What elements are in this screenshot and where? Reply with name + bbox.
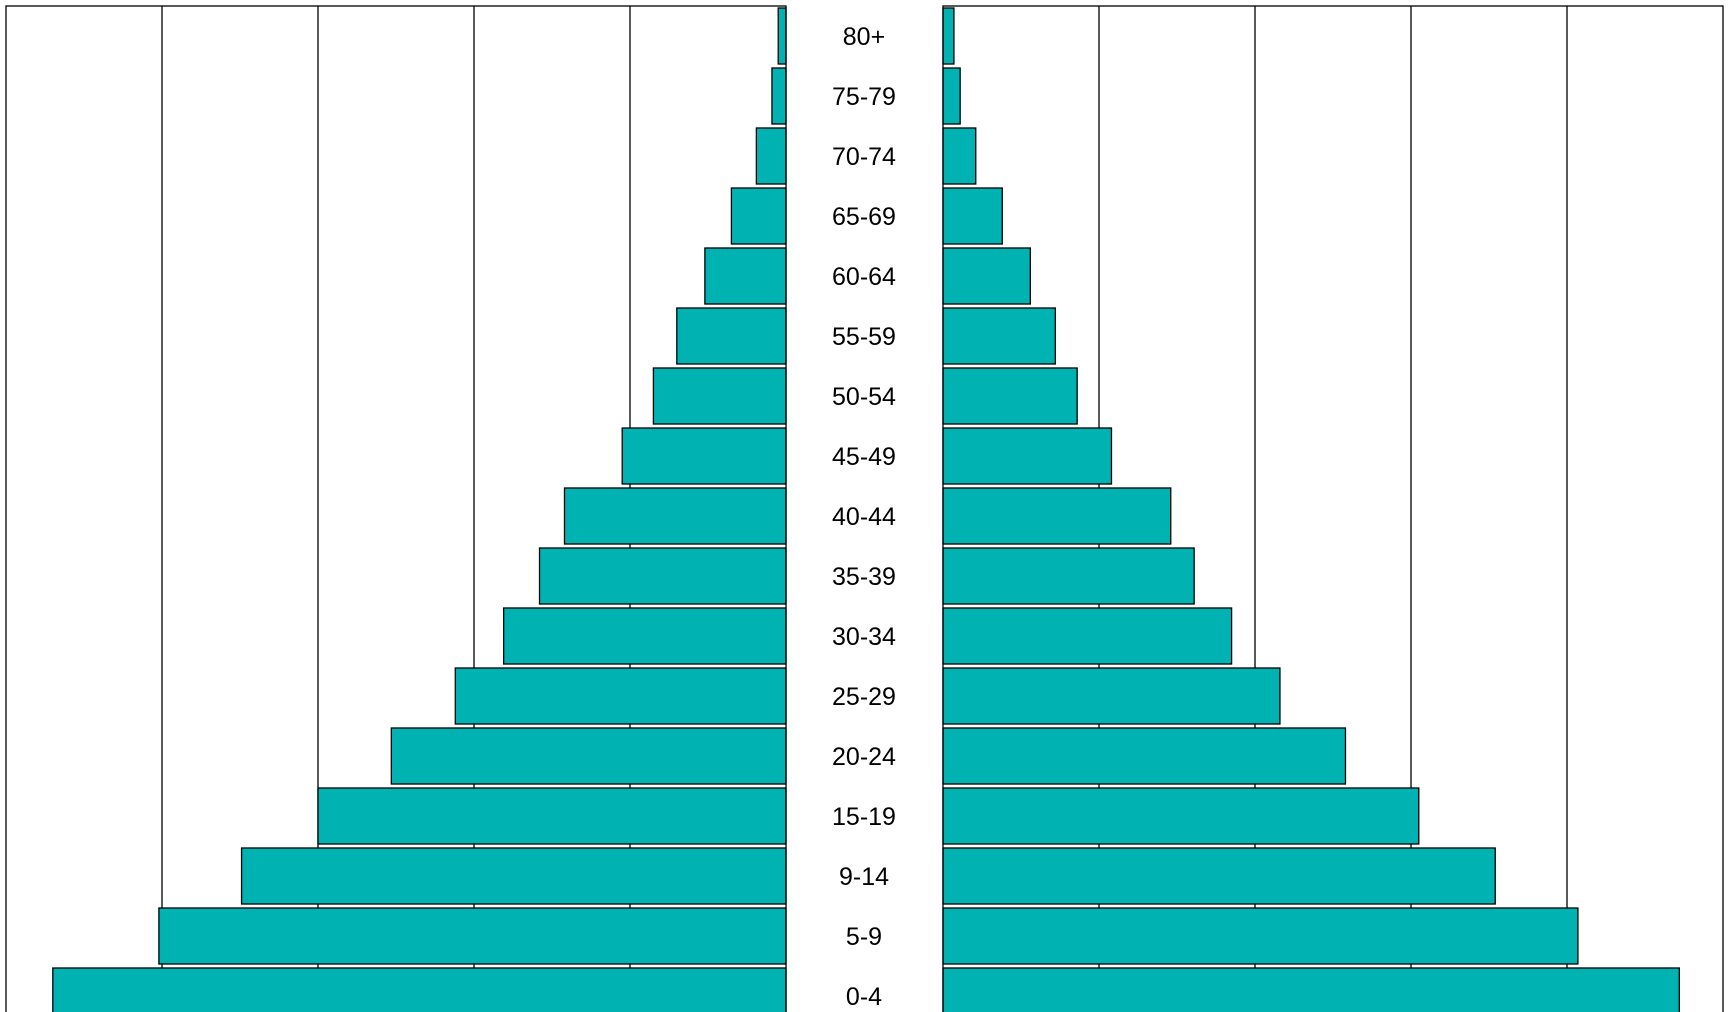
right-bar bbox=[942, 847, 1496, 905]
right-bar bbox=[942, 67, 961, 125]
right-bar bbox=[942, 487, 1172, 545]
age-group-label: 0-4 bbox=[846, 983, 882, 1011]
left-bar bbox=[730, 187, 787, 245]
right-bar bbox=[942, 547, 1195, 605]
right-bar bbox=[942, 307, 1056, 365]
age-group-label: 5-9 bbox=[846, 923, 882, 951]
age-group-label: 50-54 bbox=[832, 383, 896, 411]
left-bar bbox=[538, 547, 787, 605]
age-group-label: 15-19 bbox=[832, 803, 896, 831]
age-group-label: 30-34 bbox=[832, 623, 896, 651]
age-group-label: 35-39 bbox=[832, 563, 896, 591]
right-bar bbox=[942, 607, 1233, 665]
right-panel bbox=[942, 5, 1724, 1012]
right-bar bbox=[942, 727, 1347, 785]
left-bar bbox=[621, 427, 787, 485]
age-group-label: 40-44 bbox=[832, 503, 896, 531]
left-bar bbox=[454, 667, 787, 725]
left-bar bbox=[390, 727, 787, 785]
left-bar bbox=[502, 607, 787, 665]
right-bar bbox=[942, 7, 955, 65]
right-panel-frame bbox=[942, 5, 1724, 1012]
left-bar bbox=[52, 967, 787, 1012]
age-group-label: 80+ bbox=[843, 23, 885, 51]
age-group-label: 25-29 bbox=[832, 683, 896, 711]
age-group-label: 9-14 bbox=[839, 863, 889, 891]
left-bar bbox=[771, 67, 787, 125]
left-bar bbox=[755, 127, 787, 185]
right-bar bbox=[942, 667, 1281, 725]
age-group-label: 20-24 bbox=[832, 743, 896, 771]
right-bar bbox=[942, 907, 1579, 965]
left-bar bbox=[158, 907, 787, 965]
left-panel bbox=[5, 5, 787, 1012]
right-bar bbox=[942, 127, 977, 185]
left-bar bbox=[704, 247, 787, 305]
age-group-label: 75-79 bbox=[832, 83, 896, 111]
right-bar bbox=[942, 787, 1420, 845]
age-group-label: 45-49 bbox=[832, 443, 896, 471]
right-bar bbox=[942, 187, 1003, 245]
age-group-label: 65-69 bbox=[832, 203, 896, 231]
right-bar bbox=[942, 427, 1113, 485]
left-bar bbox=[317, 787, 787, 845]
right-bar bbox=[942, 247, 1032, 305]
left-bar bbox=[652, 367, 787, 425]
left-panel-frame bbox=[5, 5, 787, 1012]
left-bar bbox=[563, 487, 787, 545]
left-bar bbox=[676, 307, 787, 365]
age-group-label: 60-64 bbox=[832, 263, 896, 291]
age-group-label: 70-74 bbox=[832, 143, 896, 171]
age-group-labels: 80+ 75-79 70-74 65-69 60-64 55-59 50-54 45-49 40… bbox=[832, 23, 896, 1011]
left-bar bbox=[240, 847, 787, 905]
right-bar bbox=[942, 367, 1078, 425]
age-group-label: 55-59 bbox=[832, 323, 896, 351]
left-bar bbox=[777, 7, 787, 65]
right-bar bbox=[942, 967, 1680, 1012]
